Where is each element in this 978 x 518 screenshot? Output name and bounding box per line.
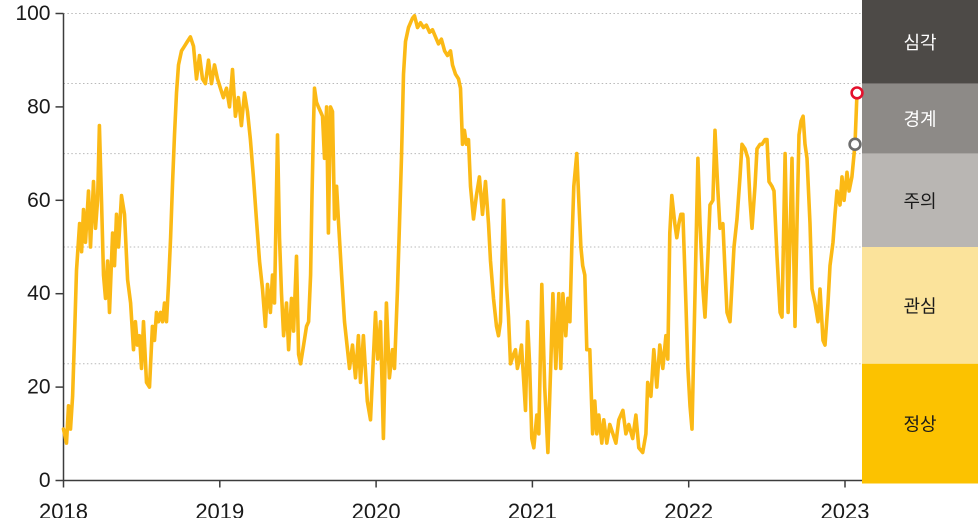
series-line: [61, 14, 859, 455]
zone-label-4: 정상: [903, 415, 936, 435]
y-tick-label-100: 100: [15, 2, 50, 25]
zone-label-2: 주의: [903, 191, 936, 211]
x-tick-label-2022: 2022: [664, 499, 713, 518]
x-tick-label-2023: 2023: [821, 499, 870, 518]
zone-band-3: [862, 247, 978, 364]
zone-band-4: [862, 363, 978, 484]
zone-label-3: 관심: [903, 296, 936, 316]
zone-label-0: 심각: [903, 33, 936, 53]
y-tick-label-80: 80: [27, 95, 50, 118]
zone-band-0: [862, 0, 978, 84]
y-tick-label-0: 0: [39, 469, 51, 492]
latest-point-marker: [850, 86, 864, 100]
gridlines: [63, 13, 862, 365]
y-tick-label-60: 60: [27, 189, 50, 212]
y-tick-label-20: 20: [27, 376, 50, 399]
zone-band-1: [862, 83, 978, 154]
x-tick-label-2021: 2021: [508, 499, 557, 518]
index-series-path: [61, 14, 859, 455]
zone-label-1: 경계: [903, 110, 936, 130]
y-tick-label-40: 40: [27, 282, 50, 305]
x-tick-label-2018: 2018: [39, 499, 88, 518]
previous-point-marker: [848, 137, 862, 151]
axes: 0 20 40 60 80 100 2018 2019 2020 2021 2022 2023: [15, 2, 869, 518]
end-markers: [848, 86, 864, 151]
zone-band-2: [862, 153, 978, 247]
x-tick-label-2020: 2020: [352, 499, 401, 518]
x-tick-label-2019: 2019: [195, 499, 244, 518]
